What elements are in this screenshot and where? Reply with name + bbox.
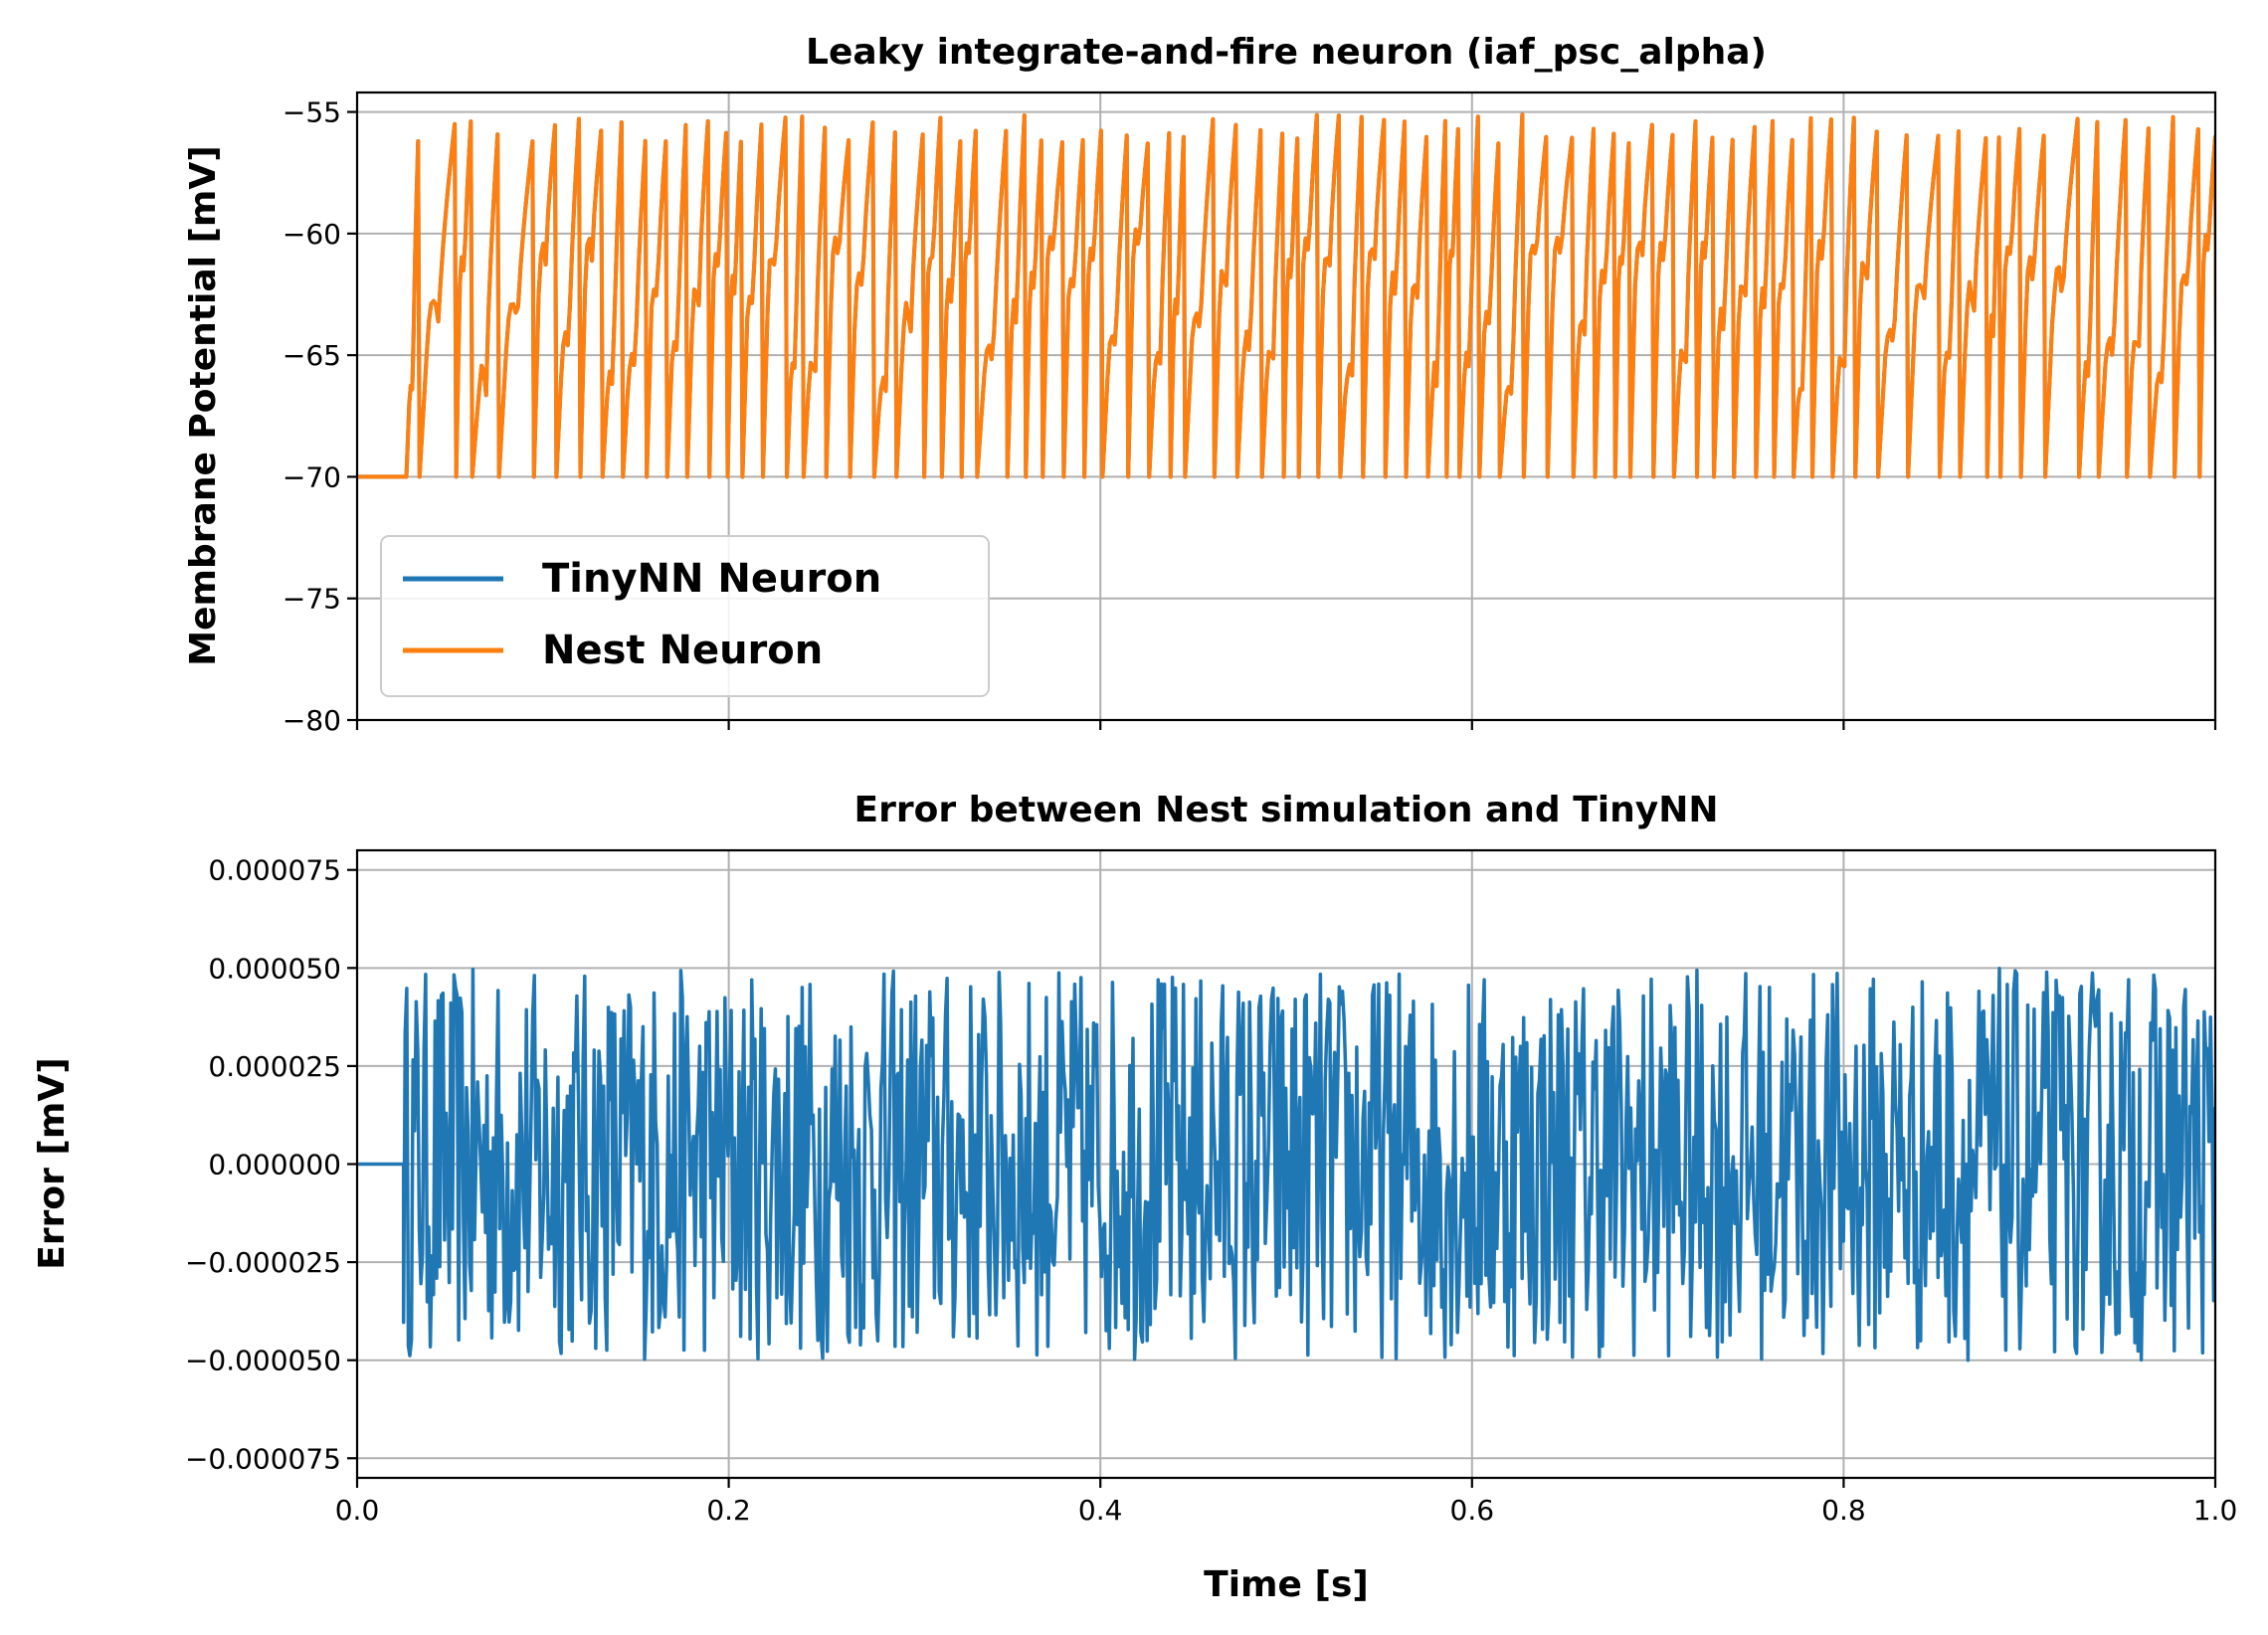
chart-title-top: Leaky integrate-and-fire neuron (iaf_psc… bbox=[806, 32, 1767, 73]
x-tick-label-bottom: 0.2 bbox=[706, 1494, 751, 1527]
series-group-top bbox=[357, 112, 2215, 479]
error-chart: Error between Nest simulation and TinyNN… bbox=[32, 790, 2237, 1605]
y-tick-label-bottom: 0.000075 bbox=[208, 854, 341, 887]
x-tick-label-bottom: 0.0 bbox=[335, 1494, 380, 1527]
series-group-bottom bbox=[357, 966, 2215, 1362]
y-tick-label-bottom: 0.000050 bbox=[208, 952, 341, 985]
y-tick-label-top: −75 bbox=[283, 583, 341, 616]
membrane-potential-chart: Leaky integrate-and-fire neuron (iaf_psc… bbox=[183, 32, 2217, 737]
x-axis-label-bottom: Time [s] bbox=[1204, 1564, 1369, 1605]
x-tick-label-bottom: 0.8 bbox=[1821, 1494, 1866, 1527]
y-tick-label-top: −60 bbox=[283, 218, 341, 251]
y-tick-label-top: −70 bbox=[283, 460, 341, 493]
y-tick-label-bottom: 0.000025 bbox=[208, 1050, 341, 1083]
y-axis-label-top: Membrane Potential [mV] bbox=[183, 145, 224, 666]
chart-title-bottom: Error between Nest simulation and TinyNN bbox=[854, 790, 1719, 830]
axis-ticks-top: −80 −75 −70 −65 −60 −55 bbox=[283, 96, 2217, 737]
y-tick-label-bottom: −0.000050 bbox=[185, 1345, 341, 1377]
y-tick-label-bottom: 0.000000 bbox=[208, 1149, 341, 1181]
x-tick-label-bottom: 0.4 bbox=[1078, 1494, 1123, 1527]
x-tick-label-bottom: 0.6 bbox=[1450, 1494, 1495, 1527]
legend-box bbox=[380, 535, 990, 697]
y-tick-label-top: −65 bbox=[283, 339, 341, 372]
x-tick-label-bottom: 1.0 bbox=[2193, 1494, 2238, 1527]
plot-frame-top bbox=[355, 91, 2217, 722]
axis-ticks-bottom: 0.0 0.2 0.4 0.6 0.8 1.0 −0.000075 −0.000050 −0.0… bbox=[185, 854, 2237, 1527]
y-tick-label-top: −80 bbox=[283, 704, 341, 737]
legend-label-nest: Nest Neuron bbox=[542, 628, 823, 673]
y-tick-label-bottom: −0.000075 bbox=[185, 1442, 341, 1475]
legend-label-tinynn: TinyNN Neuron bbox=[542, 556, 881, 602]
y-axis-label-bottom: Error [mV] bbox=[32, 1057, 73, 1269]
y-tick-label-bottom: −0.000025 bbox=[185, 1246, 341, 1279]
series-line-error bbox=[357, 966, 2215, 1362]
series-line-nest bbox=[357, 112, 2215, 479]
legend: TinyNN Neuron Nest Neuron bbox=[380, 535, 990, 697]
y-tick-label-top: −55 bbox=[283, 96, 341, 129]
